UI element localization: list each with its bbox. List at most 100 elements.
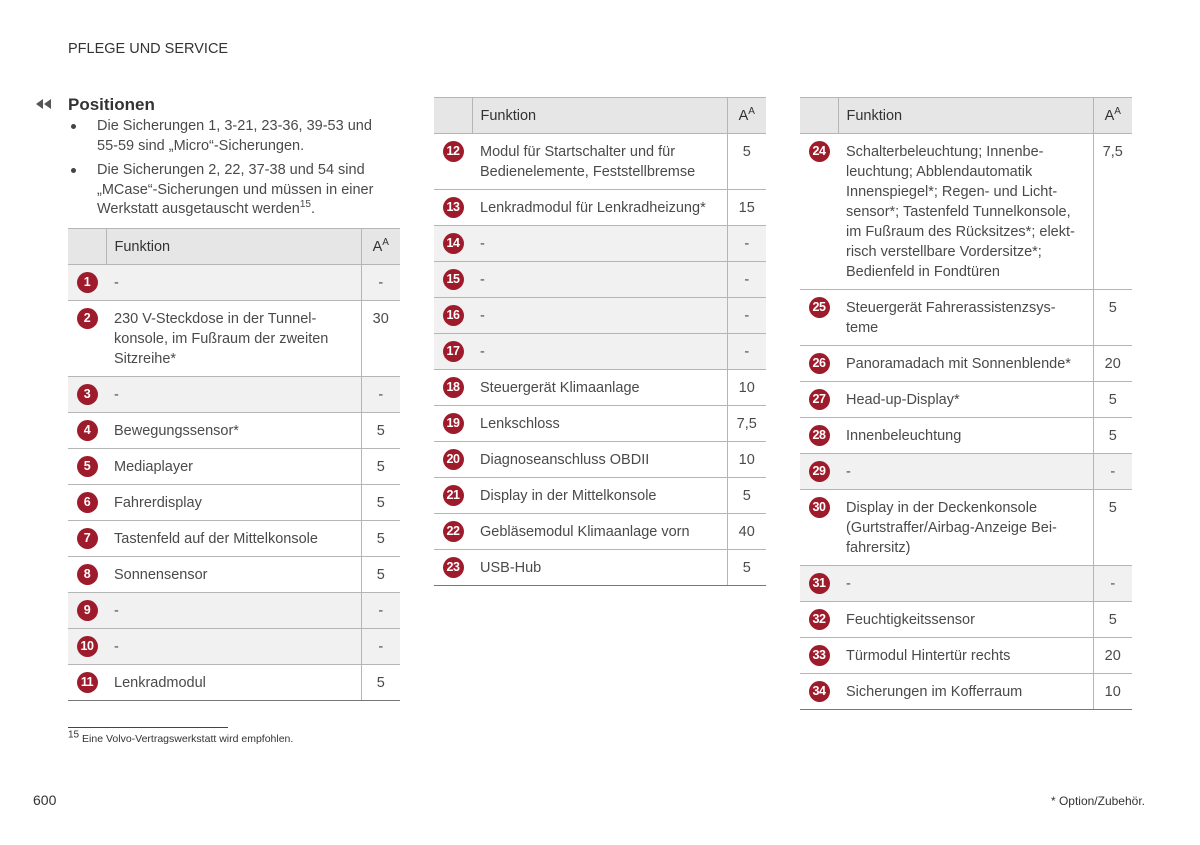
fuse-row: 19 Lenkschloss 7,5	[434, 405, 766, 442]
fuse-number: 12	[442, 141, 464, 162]
amp-cell: -	[726, 261, 766, 298]
function-cell: Lenkradmodul für Lenkradheizung*	[472, 189, 727, 226]
number-cell: 16	[434, 297, 472, 334]
fuse-number: 17	[442, 341, 464, 362]
function-cell: -	[106, 376, 361, 413]
number-cell: 19	[434, 405, 472, 442]
header-function: Funktion	[838, 97, 1093, 134]
number-cell: 9	[68, 592, 106, 629]
function-cell: Mediaplayer	[106, 448, 361, 485]
bullet-tail: .	[310, 201, 315, 217]
function-cell: Feuchtigkeitssensor	[838, 601, 1093, 638]
fuse-row: 7 Tastenfeld auf der Mittelkonsole 5	[68, 520, 400, 557]
amp-cell: 5	[360, 556, 400, 593]
function-cell: Lenkschloss	[472, 405, 727, 442]
fuse-row: 5 Mediaplayer 5	[68, 448, 400, 485]
footnote-ref: 15	[299, 199, 311, 211]
fuse-number: 26	[808, 353, 830, 374]
fuse-number: 13	[442, 197, 464, 218]
bullet-text: Die Sicherungen 1, 3-21, 23-36, 39-53 un…	[97, 118, 372, 154]
number-cell: 7	[68, 520, 106, 557]
function-cell: Innenbeleuchtung	[838, 417, 1093, 454]
header-cell	[800, 97, 839, 134]
number-cell: 21	[434, 477, 472, 514]
fuse-number: 3	[76, 384, 98, 405]
function-cell: Fahrerdisplay	[106, 484, 361, 521]
function-cell: Lenkradmodul	[106, 664, 361, 701]
bullet-item: Die Sicherungen 2, 22, 37-38 und 54 sind…	[68, 161, 408, 220]
number-cell: 34	[800, 673, 838, 710]
function-cell: -	[106, 628, 361, 665]
header-row: Funktion AA	[434, 97, 766, 134]
number-cell: 3	[68, 376, 106, 413]
amp-cell: 10	[726, 441, 766, 478]
fuse-number: 7	[76, 528, 98, 549]
function-cell: 230 V-Steckdose in der Tunnel- konsole, …	[106, 300, 361, 377]
header-function: Funktion	[472, 97, 727, 134]
number-cell: 15	[434, 261, 472, 298]
amp-cell: 5	[1092, 289, 1132, 346]
amp-cell: 7,5	[1092, 133, 1132, 290]
footnote: 15 Eine Volvo-Vertragswerkstatt wird emp…	[68, 730, 294, 745]
fuse-number: 9	[76, 600, 98, 621]
function-cell: -	[472, 261, 727, 298]
function-cell: -	[472, 225, 727, 262]
fuse-row: 8 Sonnensensor 5	[68, 556, 400, 593]
function-cell: Display in der Mittelkonsole	[472, 477, 727, 514]
function-cell: Steuergerät Fahrerassistenzsys- teme	[838, 289, 1093, 346]
fuse-number: 32	[808, 609, 830, 630]
fuse-number: 8	[76, 564, 98, 585]
function-cell: -	[106, 264, 361, 301]
fuse-row: 20 Diagnoseanschluss OBDII 10	[434, 441, 766, 478]
function-cell: Sicherungen im Kofferraum	[838, 673, 1093, 710]
fuse-number: 5	[76, 456, 98, 477]
fuse-number: 34	[808, 681, 830, 702]
number-cell: 1	[68, 264, 106, 301]
amp-cell: -	[360, 628, 400, 665]
amp-cell: 5	[360, 520, 400, 557]
amp-cell: -	[1092, 565, 1132, 602]
fuse-number: 4	[76, 420, 98, 441]
fuse-number: 22	[442, 521, 464, 542]
function-cell: Display in der Deckenkonsole (Gurtstraff…	[838, 489, 1093, 566]
header-title: PFLEGE UND SERVICE	[68, 41, 229, 57]
function-cell: Modul für Startschalter und für Bedienel…	[472, 133, 727, 190]
bullet-list: Die Sicherungen 1, 3-21, 23-36, 39-53 un…	[68, 117, 408, 225]
function-cell: Panoramadach mit Sonnenblende*	[838, 345, 1093, 382]
bullet-text: Die Sicherungen 2, 22, 37-38 und 54 sind…	[97, 162, 374, 217]
fuse-number: 21	[442, 485, 464, 506]
number-cell: 33	[800, 637, 838, 674]
function-cell: -	[838, 565, 1093, 602]
number-cell: 14	[434, 225, 472, 262]
fuse-row: 9--	[68, 592, 400, 629]
amp-cell: 7,5	[726, 405, 766, 442]
fuse-number: 19	[442, 413, 464, 434]
amp-cell: 30	[360, 300, 400, 377]
function-cell: Diagnoseanschluss OBDII	[472, 441, 727, 478]
function-cell: -	[472, 333, 727, 370]
fuse-row: 1--	[68, 264, 400, 301]
fuse-table: Funktion AA 12 Modul für Startschalter und …	[434, 97, 766, 586]
function-cell: -	[472, 297, 727, 334]
amp-cell: 10	[726, 369, 766, 406]
fuse-row: 15- -	[434, 261, 766, 298]
amp-cell: 5	[1092, 601, 1132, 638]
number-cell: 30	[800, 489, 838, 566]
header-function: Funktion	[106, 228, 361, 265]
number-cell: 32	[800, 601, 838, 638]
number-cell: 8	[68, 556, 106, 593]
fuse-row: 14- -	[434, 225, 766, 262]
function-cell: USB-Hub	[472, 549, 727, 586]
number-cell: 6	[68, 484, 106, 521]
fuse-number: 31	[808, 573, 830, 594]
amp-symbol-sup: A	[382, 237, 389, 249]
number-cell: 12	[434, 133, 472, 190]
amp-cell: 5	[726, 477, 766, 514]
amp-cell: -	[726, 297, 766, 334]
number-cell: 29	[800, 453, 838, 490]
fuse-row: 22 Gebläsemodul Klimaanlage vorn 40	[434, 513, 766, 550]
fuse-row: 23 USB-Hub 5	[434, 549, 766, 586]
nav-back-icon[interactable]	[36, 99, 52, 109]
footnote-text: Eine Volvo-Vertragswerkstatt wird empfoh…	[82, 733, 294, 745]
